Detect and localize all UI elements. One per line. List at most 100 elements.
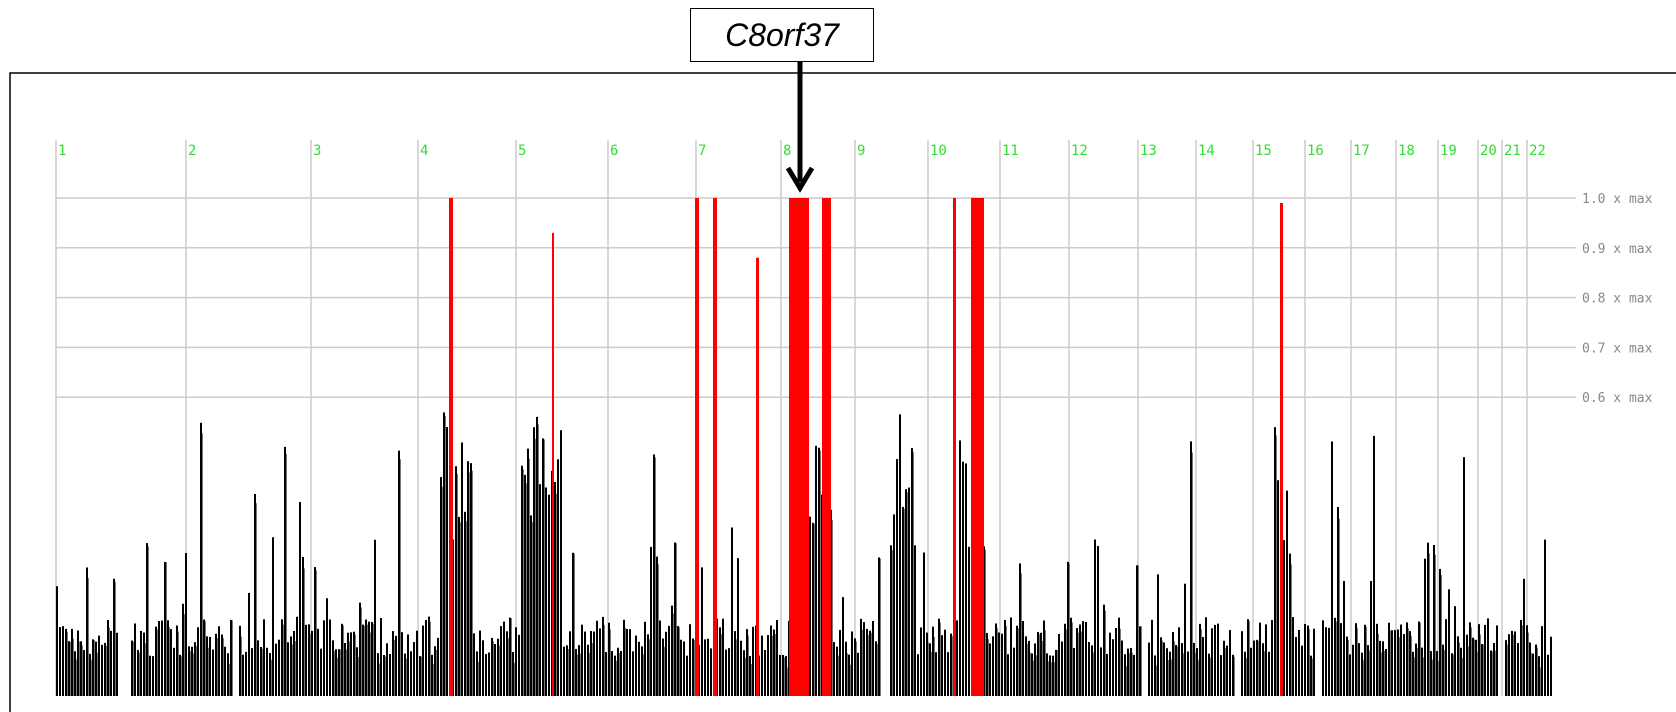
background-bar bbox=[200, 422, 202, 696]
background-bar bbox=[479, 630, 481, 696]
background-bar bbox=[1463, 457, 1465, 696]
background-bar bbox=[389, 653, 391, 696]
background-bar bbox=[1547, 654, 1549, 696]
background-bar bbox=[482, 640, 484, 696]
background-bar bbox=[1220, 655, 1222, 696]
background-bar bbox=[1094, 539, 1096, 696]
background-bar bbox=[1178, 627, 1180, 696]
background-bar bbox=[599, 628, 601, 696]
background-bar bbox=[488, 652, 490, 696]
background-bar bbox=[920, 627, 922, 696]
background-bar bbox=[485, 654, 487, 696]
background-bar bbox=[839, 629, 841, 696]
background-bar bbox=[869, 630, 871, 696]
background-bar bbox=[596, 620, 598, 696]
background-bar bbox=[1322, 620, 1324, 696]
background-bar bbox=[1436, 650, 1438, 696]
background-bar bbox=[428, 616, 430, 696]
background-bar bbox=[503, 621, 505, 696]
background-bar bbox=[209, 636, 211, 696]
background-bar bbox=[1355, 623, 1357, 696]
background-bar bbox=[1403, 634, 1405, 696]
background-bar bbox=[1505, 640, 1507, 696]
background-bar bbox=[86, 567, 88, 696]
background-bar bbox=[1427, 542, 1429, 696]
background-bar bbox=[1526, 625, 1528, 696]
background-bar bbox=[80, 641, 82, 696]
background-bar bbox=[131, 640, 133, 696]
background-bar bbox=[221, 634, 223, 696]
background-bar bbox=[143, 632, 145, 696]
background-bar bbox=[1376, 623, 1378, 696]
background-bar bbox=[809, 516, 811, 696]
background-bar bbox=[1022, 621, 1024, 696]
background-bar bbox=[1088, 641, 1090, 696]
background-bar bbox=[545, 487, 547, 696]
background-bar bbox=[557, 459, 559, 696]
background-bar bbox=[1229, 630, 1231, 696]
background-bar bbox=[1496, 625, 1498, 696]
background-bar bbox=[101, 644, 103, 696]
background-bar bbox=[1535, 644, 1537, 696]
background-bar bbox=[650, 546, 652, 696]
background-bar bbox=[164, 561, 166, 696]
background-bar bbox=[908, 487, 910, 696]
background-bar bbox=[1544, 539, 1546, 696]
chromosome-label: 8 bbox=[783, 143, 791, 159]
background-bar bbox=[605, 652, 607, 696]
background-bar bbox=[308, 624, 310, 696]
background-bar bbox=[224, 646, 226, 696]
chromosome-label: 11 bbox=[1002, 143, 1019, 159]
background-bar bbox=[1097, 546, 1099, 696]
background-bar bbox=[1301, 645, 1303, 696]
background-bar bbox=[437, 637, 439, 696]
background-bar bbox=[248, 592, 250, 696]
background-bar bbox=[527, 448, 529, 696]
background-bar bbox=[737, 558, 739, 696]
background-bar bbox=[932, 626, 934, 696]
background-bar bbox=[326, 598, 328, 696]
background-bar bbox=[98, 635, 100, 696]
background-bar bbox=[1247, 619, 1249, 696]
chromosome-label: 12 bbox=[1071, 143, 1088, 159]
background-bar bbox=[434, 646, 436, 696]
background-bar bbox=[995, 623, 997, 696]
background-bar bbox=[359, 602, 361, 696]
background-bar bbox=[1070, 617, 1072, 696]
background-bar bbox=[1382, 641, 1384, 696]
background-bar bbox=[392, 631, 394, 696]
background-bar bbox=[353, 631, 355, 696]
chromosome-label: 19 bbox=[1440, 143, 1457, 159]
background-bar bbox=[986, 632, 988, 696]
background-bar bbox=[197, 627, 199, 696]
background-bar bbox=[1172, 632, 1174, 696]
background-bar bbox=[1538, 656, 1540, 696]
background-bar bbox=[1304, 623, 1306, 696]
background-bar bbox=[1064, 623, 1066, 696]
background-bar bbox=[287, 642, 289, 696]
background-bar bbox=[275, 643, 277, 696]
background-bar bbox=[623, 619, 625, 696]
background-bar bbox=[1514, 631, 1516, 696]
background-bar bbox=[1103, 604, 1105, 696]
background-bar bbox=[1208, 653, 1210, 696]
background-bar bbox=[1292, 617, 1294, 696]
background-bar bbox=[416, 630, 418, 696]
background-bar bbox=[968, 546, 970, 696]
background-bar bbox=[683, 641, 685, 696]
background-bar bbox=[653, 454, 655, 696]
background-bar bbox=[1040, 632, 1042, 696]
background-bar bbox=[851, 631, 853, 696]
background-bar bbox=[1058, 633, 1060, 696]
background-bar bbox=[962, 461, 964, 696]
background-bar bbox=[323, 620, 325, 696]
background-bar bbox=[845, 641, 847, 696]
background-bar bbox=[1001, 633, 1003, 696]
background-bar bbox=[1454, 606, 1456, 696]
background-bar bbox=[1268, 651, 1270, 696]
background-bar bbox=[659, 620, 661, 696]
background-bar bbox=[518, 634, 520, 696]
background-bar bbox=[872, 621, 874, 696]
chromosome-label: 13 bbox=[1140, 143, 1157, 159]
